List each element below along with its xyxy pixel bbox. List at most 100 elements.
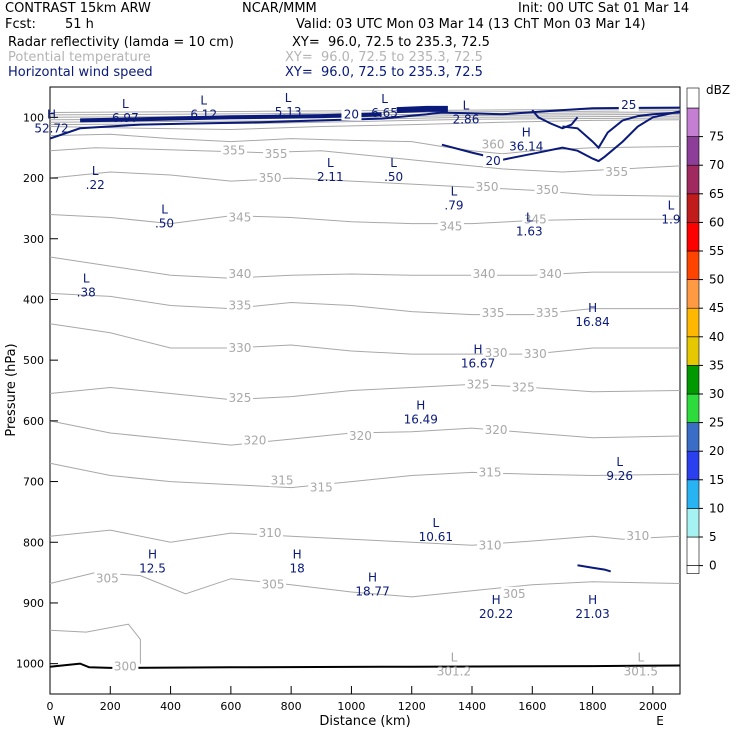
ground-line — [49, 662, 681, 669]
y-tick-label: 1000 — [16, 658, 44, 671]
wind-low-marker: L — [161, 203, 168, 217]
theta-contour-350 — [49, 171, 681, 197]
label-background — [537, 266, 564, 280]
field2-xy: XY= 96.0, 72.5 to 235.3, 72.5 — [285, 50, 483, 65]
wind-low-marker: L — [92, 164, 99, 178]
label-background — [483, 345, 510, 359]
x-tick-label: 400 — [160, 700, 181, 713]
y-tick-label: 600 — [23, 415, 44, 428]
colorbar-swatch — [686, 565, 700, 574]
wind-high-marker: H — [148, 547, 157, 561]
theta-contour-label: 305 — [503, 587, 526, 601]
wind-contour-25 — [562, 111, 681, 150]
theta-extremum-value: 301.5 — [624, 665, 658, 679]
field1-name: Radar reflectivity (lamda = 10 cm) — [8, 35, 234, 50]
colorbar-level-label: 15 — [709, 473, 724, 487]
label-background — [257, 171, 284, 185]
colorbar-level-label: 35 — [709, 358, 724, 372]
wind-extremum-value: 1.9 — [661, 212, 680, 226]
wind-extremum-value: 6.12 — [190, 107, 217, 121]
theta-contour-label: 320 — [485, 423, 508, 437]
x-tick-label: 1000 — [337, 700, 365, 713]
wind-low-marker: L — [616, 455, 623, 469]
y-tick-label: 500 — [23, 354, 44, 367]
wind-high-marker: H — [492, 593, 501, 607]
y-tick-label: 900 — [23, 597, 44, 610]
wind-extremum-value: 20.22 — [479, 607, 513, 621]
theta-contour-label: 325 — [512, 380, 535, 394]
colorbar-level-label: 50 — [709, 273, 724, 287]
x-tick-label: 1400 — [458, 700, 486, 713]
wind-contour-label: 20 — [344, 107, 359, 121]
theta-contour-label: 310 — [626, 529, 649, 543]
theta-contour-label: 320 — [349, 429, 372, 443]
x-tick-label: 0 — [47, 700, 54, 713]
wind-low-marker: L — [526, 211, 533, 225]
colorbar-swatch — [686, 193, 700, 223]
wind-low-marker: L — [381, 92, 388, 106]
label-background — [257, 526, 284, 540]
x-tick-label: 1200 — [398, 700, 426, 713]
wind-extremum-value: .50 — [384, 170, 403, 184]
label-background — [465, 377, 492, 391]
colorbar-level-label: 0 — [709, 559, 717, 573]
wind-jet-core — [396, 105, 448, 114]
wind-extremum-value: 16.84 — [575, 315, 609, 329]
label-background — [483, 154, 504, 168]
colorbar-swatch — [686, 422, 700, 452]
colorbar-level-label: 55 — [709, 244, 724, 258]
y-tick-label: 100 — [23, 111, 44, 124]
theta-contour-label: 305 — [96, 572, 119, 586]
theta-contour-label: 335 — [536, 306, 559, 320]
theta-contour-label: 315 — [271, 473, 294, 487]
theta-contour-label: 315 — [479, 465, 502, 479]
label-background — [624, 529, 651, 543]
wind-extremum-value: 18 — [290, 561, 305, 575]
wind-high-marker: H — [588, 593, 597, 607]
colorbar-swatch — [686, 536, 700, 566]
label-background — [618, 98, 639, 112]
colorbar-swatch — [686, 479, 700, 509]
label-background — [534, 305, 561, 319]
wind-high-marker: H — [416, 399, 425, 413]
label-background — [437, 219, 464, 233]
theta-contour-label: 335 — [228, 299, 251, 313]
wind-contour-20 — [577, 564, 611, 573]
wind-extremum-value: 2.86 — [453, 112, 480, 126]
theta-contour-label: 310 — [479, 538, 502, 552]
theta-contour-label: 330 — [485, 346, 508, 360]
x-axis-label: Distance (km) — [319, 714, 410, 729]
wind-high-marker: H — [588, 301, 597, 315]
x-tick-label: 1600 — [518, 700, 546, 713]
theta-contour-335 — [49, 292, 680, 316]
theta-contour-label: 330 — [228, 341, 251, 355]
wind-extremum-value: 9.26 — [606, 469, 633, 483]
center-label: NCAR/MMM — [242, 1, 317, 16]
colorbar-level-label: 45 — [709, 301, 724, 315]
theta-contour-label: 300 — [114, 660, 137, 674]
theta-extremum-value: 301.2 — [437, 665, 471, 679]
wind-extremum-value: 10.61 — [419, 530, 453, 544]
wind-extremum-value: .50 — [155, 217, 174, 231]
label-background — [501, 586, 528, 600]
label-background — [480, 137, 507, 151]
theta-low-marker: L — [637, 651, 644, 665]
label-background — [477, 465, 504, 479]
theta-contour-label: 360 — [482, 138, 505, 152]
wind-high-marker: H — [293, 547, 302, 561]
wind-contour-label: 20 — [485, 154, 500, 168]
theta-contour-label: 340 — [228, 267, 251, 281]
label-background — [510, 380, 537, 394]
wind-contour-20 — [49, 106, 681, 140]
y-tick-label: 200 — [23, 172, 44, 185]
theta-contour-label: 340 — [539, 267, 562, 281]
theta-contour-label: 325 — [467, 377, 490, 391]
east-label: E — [656, 714, 664, 728]
field2-name: Potential temperature — [8, 50, 151, 65]
y-tick-label: 300 — [23, 233, 44, 246]
wind-contours — [49, 105, 681, 573]
theta-contour-345 — [49, 214, 680, 225]
wind-extremum-value: .79 — [444, 198, 463, 212]
theta-contour-label: 345 — [228, 211, 251, 225]
theta-contour-label: 355 — [222, 144, 245, 158]
